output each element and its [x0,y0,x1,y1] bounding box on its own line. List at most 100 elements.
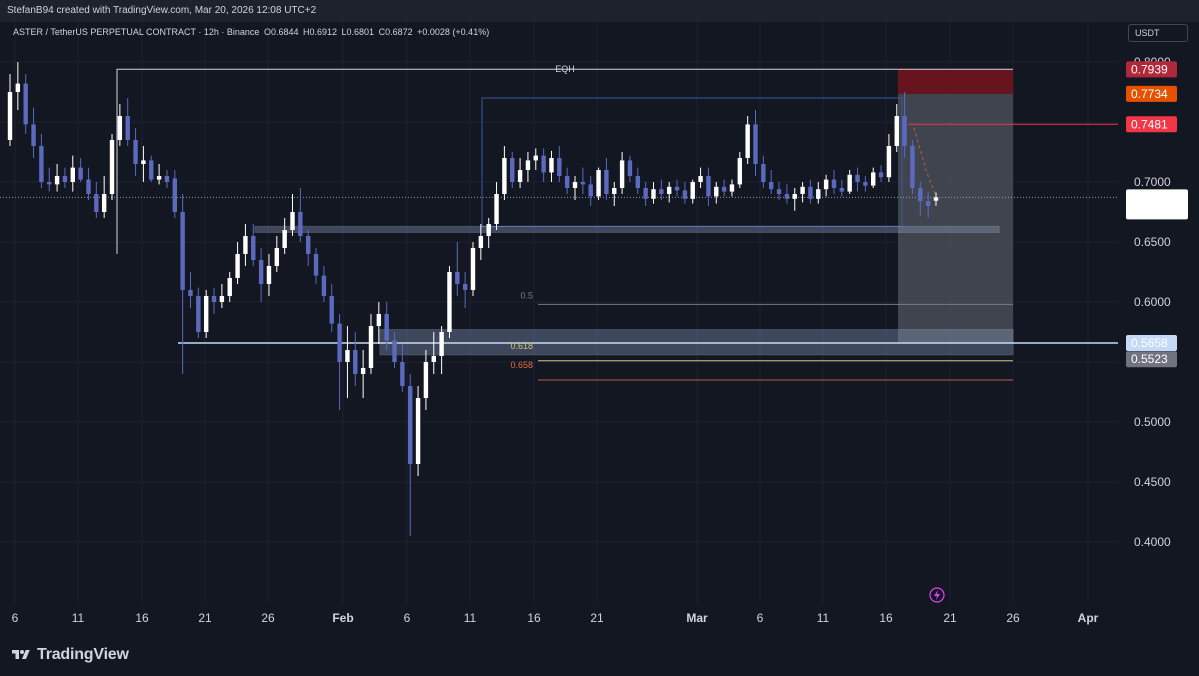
candle-body [400,362,405,386]
candle [871,167,876,188]
candle-body [133,140,138,164]
price-badge-bg [1126,61,1177,78]
candle [619,152,625,194]
range-box[interactable] [481,97,903,227]
candle-body [769,182,774,190]
legend-symbol[interactable]: ASTER / TetherUS PERPETUAL CONTRACT · 12… [13,27,260,37]
current-price-badge-bg [1126,189,1188,220]
candle-body [831,179,837,188]
candle-body [816,189,821,199]
candle-body [517,170,523,182]
candle-body [729,184,735,192]
candle [15,62,21,110]
candle [7,74,13,146]
candle [729,179,735,197]
candle-body [753,124,758,164]
time-tick-label: Feb [332,611,353,625]
candle [714,182,719,204]
order-block-upper[interactable] [254,225,1000,233]
candle [258,248,264,302]
candle-body [101,194,107,212]
candle-body [706,176,711,197]
currency-button[interactable]: USDT [1128,24,1188,42]
candle [831,170,837,194]
candle-body [353,350,358,374]
candle [706,167,711,206]
candle [933,192,939,206]
price-badge-label: 0.7734 [1131,87,1168,101]
candle-body [54,176,60,185]
drawing-zones[interactable] [254,69,1014,356]
candle-body [86,179,91,194]
candle-body [792,194,797,199]
candle-body [612,188,617,194]
candle [612,182,617,206]
candle [141,146,146,182]
candle [753,110,758,176]
candle-body [510,158,515,182]
order-block-lower[interactable] [379,329,1014,356]
candle [203,290,209,338]
projection-line[interactable] [913,127,937,197]
candle-body [863,182,868,186]
candle-body [78,167,83,180]
lightning-icon[interactable] [929,587,945,603]
candle [298,188,303,242]
candle-body [886,146,892,178]
candle [737,152,743,188]
chart-area[interactable]: EQH 0.5 0.618 0.658 0.80000.70000.65000.… [0,22,1199,638]
candle-body [431,356,436,362]
candle [925,191,931,218]
candle [776,182,782,200]
candle [588,176,593,206]
time-tick-label: 11 [464,611,477,625]
price-badges: 0.7939 0.7734 0.7481 0.5658 0.5523 [1126,61,1177,368]
candle [400,344,405,392]
candle-body [808,186,813,199]
candle-body [62,176,68,182]
candle-body [274,248,280,266]
candle [721,179,727,197]
candle [101,176,107,218]
stop-loss-zone[interactable] [898,69,1013,94]
candle [847,170,852,194]
tradingview-brand[interactable]: TradingView [10,646,129,664]
chart-canvas[interactable]: EQH 0.5 0.618 0.658 0.80000.70000.65000.… [0,22,1199,638]
candle-body [651,189,656,199]
take-profit-zone[interactable] [898,93,1013,344]
candle-body [894,116,899,146]
time-axis[interactable]: 6 11 16 21 26 Feb 6 11 16 21 Mar 6 11 16 21 26 Apr [12,611,1099,625]
candle-body [15,83,21,92]
price-badge: 0.7734 [1126,85,1177,102]
candle-body [47,182,52,185]
candle-body [761,164,766,182]
price-badge-bg [1126,116,1177,133]
symbol-legend[interactable]: ASTER / TetherUS PERPETUAL CONTRACT · 12… [13,27,491,37]
candles [7,62,939,536]
candle-body [31,124,36,146]
eqh-line[interactable] [116,68,895,254]
candle [133,128,138,176]
price-badge-label: 0.7939 [1131,62,1168,76]
candle [94,182,99,218]
candle-body [337,323,342,362]
time-tick-label: 6 [404,611,411,625]
candle-body [125,116,130,140]
candle [643,182,648,206]
candle [109,134,115,200]
candle-body [462,284,468,290]
price-badge-bg [1126,85,1177,102]
time-tick-label: 21 [590,611,604,625]
fib-05-label: 0.5 [520,290,533,300]
candle-body [666,186,672,194]
candle-body [164,176,170,182]
candle-body [839,188,845,192]
candle-body [659,189,664,194]
drawing-lines[interactable] [0,68,1118,381]
time-tick-label: 6 [757,611,764,625]
price-badge-label: 0.7481 [1131,117,1168,131]
candle [596,167,601,200]
candle-body [384,314,389,341]
candle-body [478,236,484,248]
candle [580,167,586,194]
